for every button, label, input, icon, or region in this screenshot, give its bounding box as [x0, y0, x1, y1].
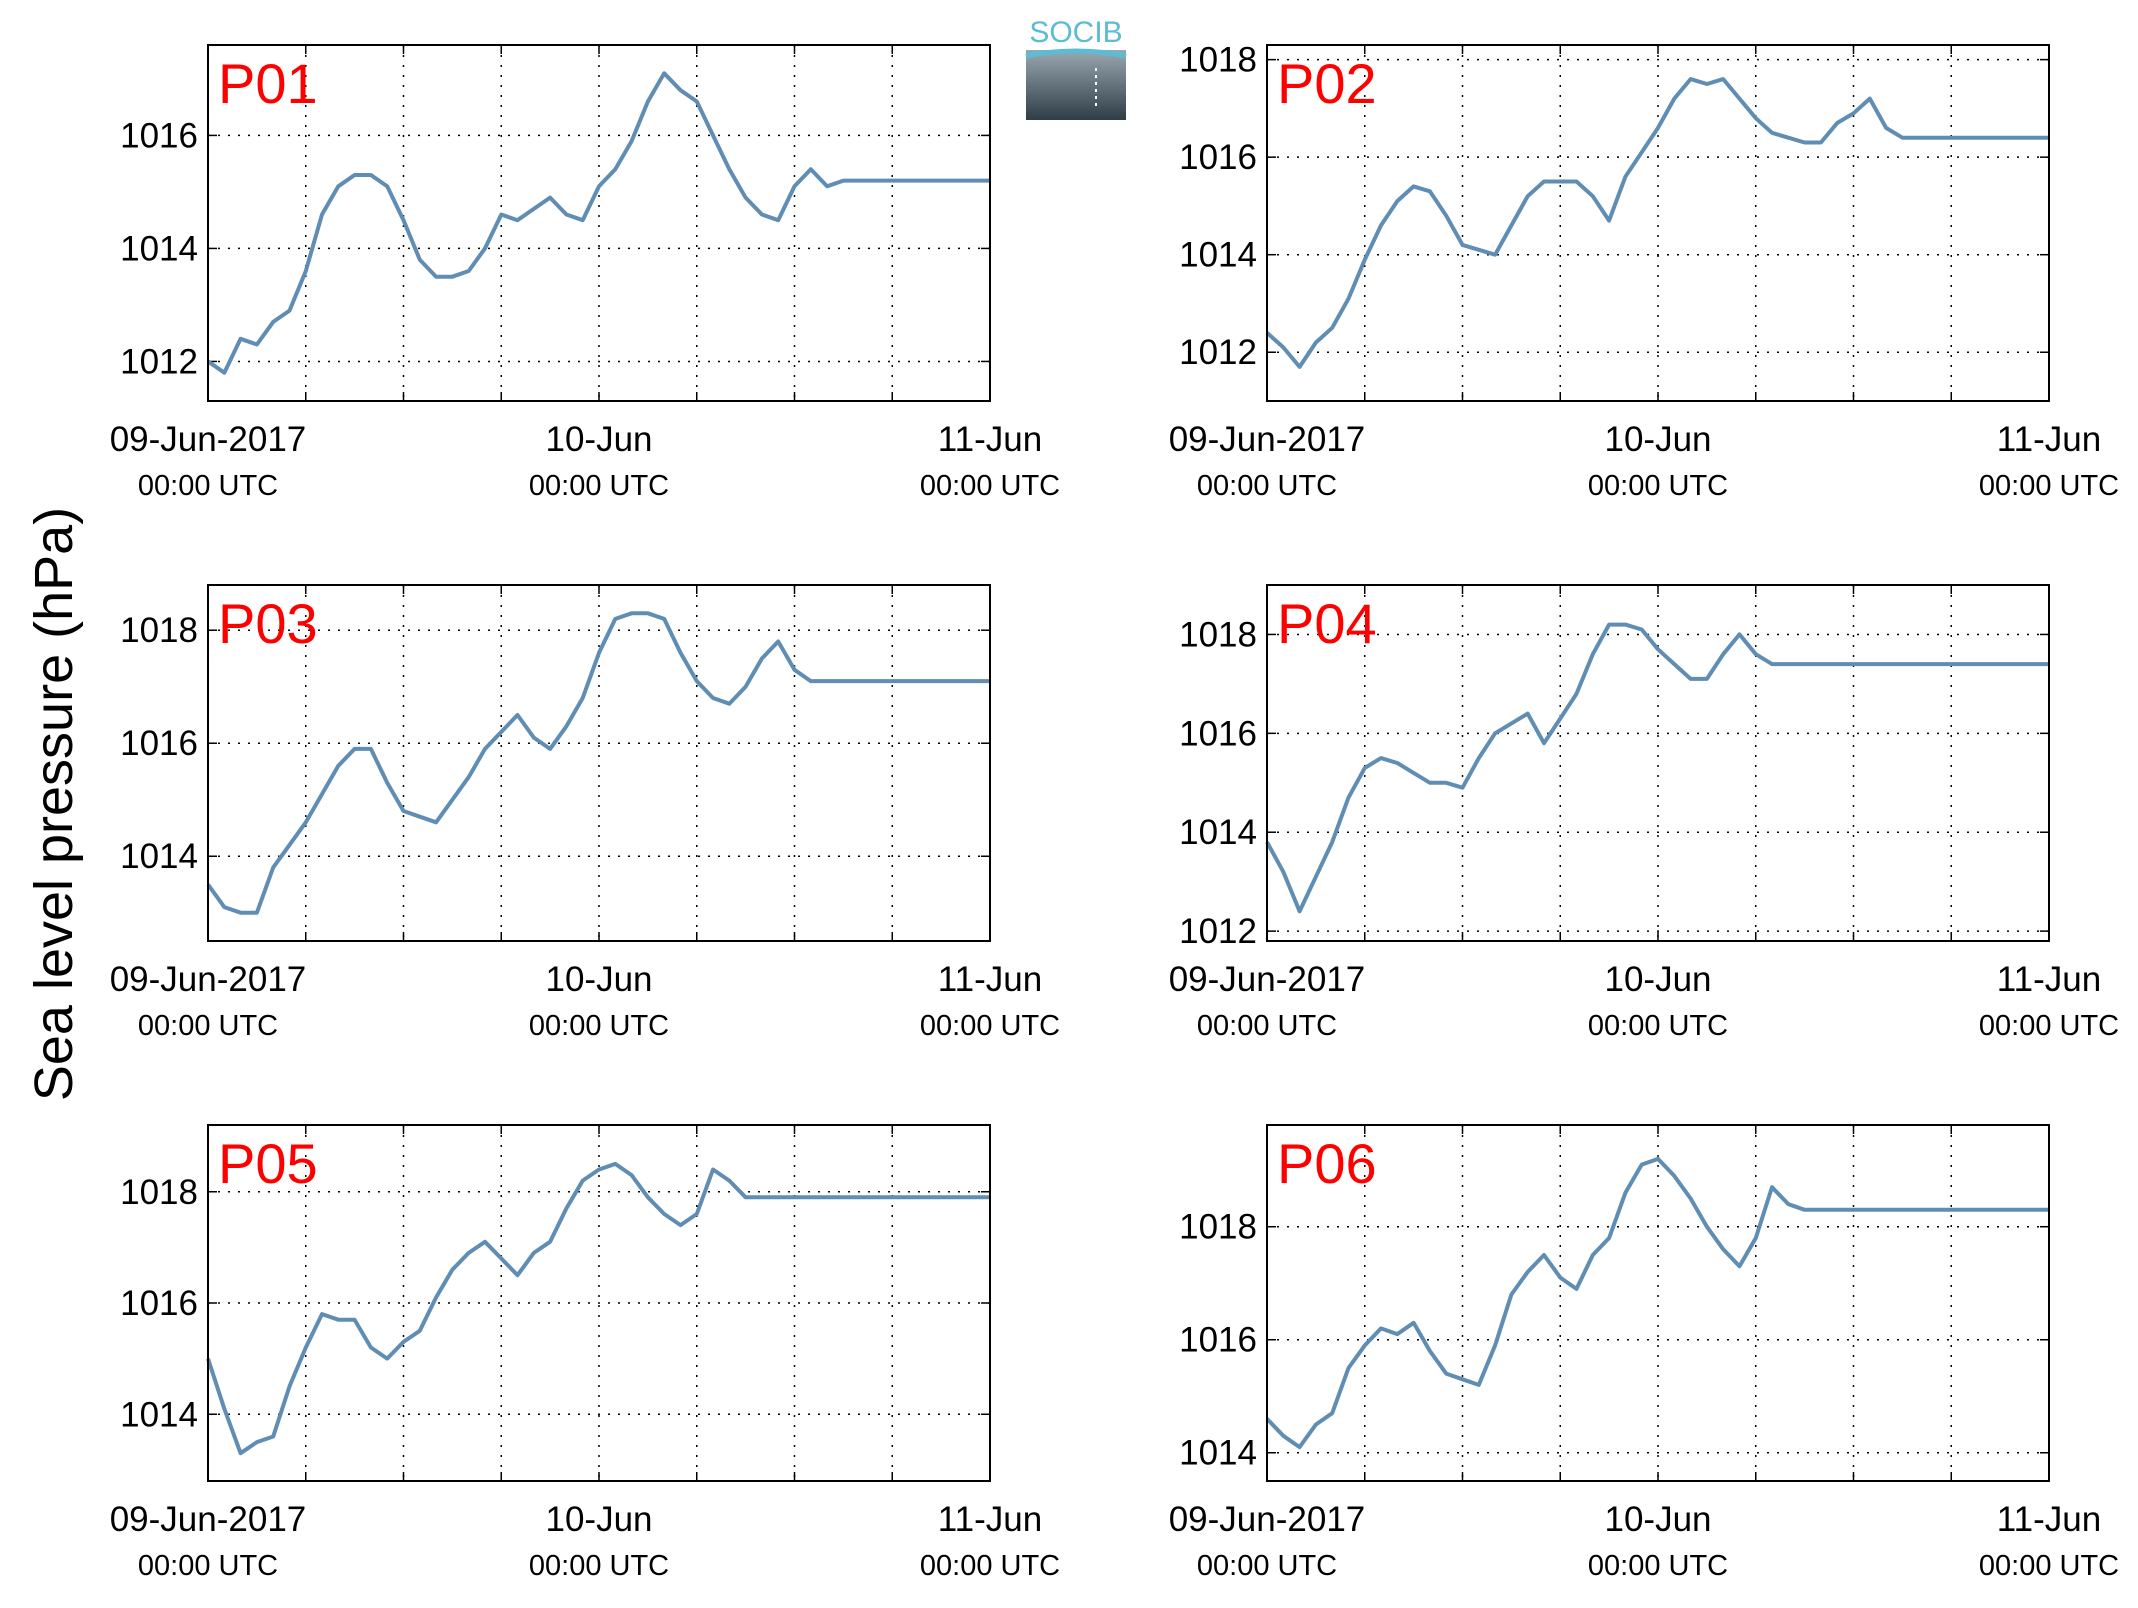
x-tick-label: 11-Jun — [1997, 960, 2101, 999]
y-axis-label: Sea level pressure (hPa) — [24, 507, 84, 1101]
y-tick-label: 1014 — [1179, 236, 1257, 275]
y-tick-label: 1018 — [120, 611, 198, 650]
x-tick-sublabel: 00:00 UTC — [138, 470, 278, 502]
x-tick-sublabel: 00:00 UTC — [1979, 470, 2119, 502]
series-line-p03 — [206, 611, 990, 915]
series-line-p06 — [1265, 1156, 2049, 1450]
panel-grid: 1012 1014 1016 09-Jun-2017 00:00 UTC 10-Jun 00… — [110, 41, 2119, 1582]
logo-text: SOCIB — [1029, 16, 1122, 49]
y-tick-label: 1014 — [120, 229, 198, 268]
x-tick-label: 10-Jun — [1604, 1500, 1711, 1539]
x-tick-label: 11-Jun — [938, 1500, 1042, 1539]
y-tick-label: 1012 — [1179, 333, 1257, 372]
y-tick-label: 1016 — [1179, 1321, 1257, 1360]
axes-frame — [1266, 584, 2050, 942]
x-tick-sublabel: 00:00 UTC — [138, 1550, 278, 1582]
panel-title: P04 — [1277, 592, 1377, 655]
x-tick-sublabel: 00:00 UTC — [1979, 1550, 2119, 1582]
x-tick-sublabel: 00:00 UTC — [1979, 1010, 2119, 1042]
x-tick-label: 11-Jun — [938, 960, 1042, 999]
x-tick-label: 10-Jun — [1604, 960, 1711, 999]
x-tick-sublabel: 00:00 UTC — [920, 1550, 1060, 1582]
x-tick-sublabel: 00:00 UTC — [1588, 1550, 1728, 1582]
panel-p02: 1012 1014 1016 1018 09-Jun-2017 00:00 UTC 10-J… — [1169, 41, 2119, 502]
series-line-p02 — [1265, 77, 2049, 369]
y-tick-label: 1016 — [120, 724, 198, 763]
x-tick-label: 09-Jun-2017 — [1169, 960, 1366, 999]
axes-frame — [207, 44, 991, 402]
panel-title: P02 — [1277, 52, 1377, 115]
x-tick-sublabel: 00:00 UTC — [1588, 470, 1728, 502]
x-tick-label: 10-Jun — [545, 960, 652, 999]
axes-frame — [207, 1124, 991, 1482]
x-tick-label: 09-Jun-2017 — [1169, 420, 1366, 459]
y-tick-label: 1014 — [1179, 1434, 1257, 1473]
panel-p06: 1014 1016 1018 09-Jun-2017 00:00 UTC 10-Jun 00… — [1169, 1124, 2119, 1582]
axes-frame — [207, 584, 991, 942]
x-tick-label: 09-Jun-2017 — [110, 960, 307, 999]
y-tick-label: 1016 — [1179, 138, 1257, 177]
x-tick-label: 10-Jun — [545, 1500, 652, 1539]
y-tick-label: 1018 — [1179, 41, 1257, 80]
x-tick-label: 11-Jun — [938, 420, 1042, 459]
y-tick-label: 1018 — [120, 1173, 198, 1212]
socib-logo: SOCIB — [1025, 16, 1127, 120]
logo-wave — [1025, 48, 1127, 59]
axes-frame — [1266, 44, 2050, 402]
series-line-p05 — [206, 1161, 990, 1456]
x-tick-sublabel: 00:00 UTC — [1197, 470, 1337, 502]
y-tick-label: 1014 — [120, 1395, 198, 1434]
series-line-p01 — [206, 71, 990, 375]
y-tick-label: 1014 — [1179, 813, 1257, 852]
x-tick-label: 10-Jun — [545, 420, 652, 459]
x-tick-sublabel: 00:00 UTC — [529, 470, 669, 502]
x-tick-label: 09-Jun-2017 — [110, 1500, 307, 1539]
x-tick-label: 11-Jun — [1997, 1500, 2101, 1539]
y-tick-label: 1014 — [120, 837, 198, 876]
x-tick-label: 09-Jun-2017 — [1169, 1500, 1366, 1539]
x-tick-sublabel: 00:00 UTC — [1588, 1010, 1728, 1042]
x-tick-label: 10-Jun — [1604, 420, 1711, 459]
x-tick-sublabel: 00:00 UTC — [138, 1010, 278, 1042]
x-tick-sublabel: 00:00 UTC — [529, 1550, 669, 1582]
y-tick-label: 1012 — [1179, 912, 1257, 951]
y-tick-label: 1018 — [1179, 615, 1257, 654]
logo-block — [1026, 50, 1126, 120]
panel-p03: 1014 1016 1018 09-Jun-2017 00:00 UTC 10-Jun 00… — [110, 584, 1060, 1042]
series-line-p04 — [1265, 622, 2049, 914]
x-tick-sublabel: 00:00 UTC — [920, 1010, 1060, 1042]
panel-p05: 1014 1016 1018 09-Jun-2017 00:00 UTC 10-Jun 00… — [110, 1124, 1060, 1582]
y-tick-label: 1016 — [1179, 714, 1257, 753]
panel-title: P05 — [218, 1132, 318, 1195]
panel-p01: 1012 1014 1016 09-Jun-2017 00:00 UTC 10-Jun 00… — [110, 44, 1060, 502]
x-tick-sublabel: 00:00 UTC — [920, 470, 1060, 502]
axes-frame — [1266, 1124, 2050, 1482]
panel-title: P06 — [1277, 1132, 1377, 1195]
y-tick-label: 1016 — [120, 116, 198, 155]
x-tick-sublabel: 00:00 UTC — [529, 1010, 669, 1042]
y-tick-label: 1012 — [120, 342, 198, 381]
x-tick-sublabel: 00:00 UTC — [1197, 1550, 1337, 1582]
x-tick-label: 11-Jun — [1997, 420, 2101, 459]
y-tick-label: 1016 — [120, 1284, 198, 1323]
panel-p04: 1012 1014 1016 1018 09-Jun-2017 00:00 UTC 10-J… — [1169, 584, 2119, 1042]
y-tick-label: 1018 — [1179, 1208, 1257, 1247]
x-tick-label: 09-Jun-2017 — [110, 420, 307, 459]
panel-title: P01 — [218, 52, 318, 115]
x-tick-sublabel: 00:00 UTC — [1197, 1010, 1337, 1042]
panel-title: P03 — [218, 592, 318, 655]
